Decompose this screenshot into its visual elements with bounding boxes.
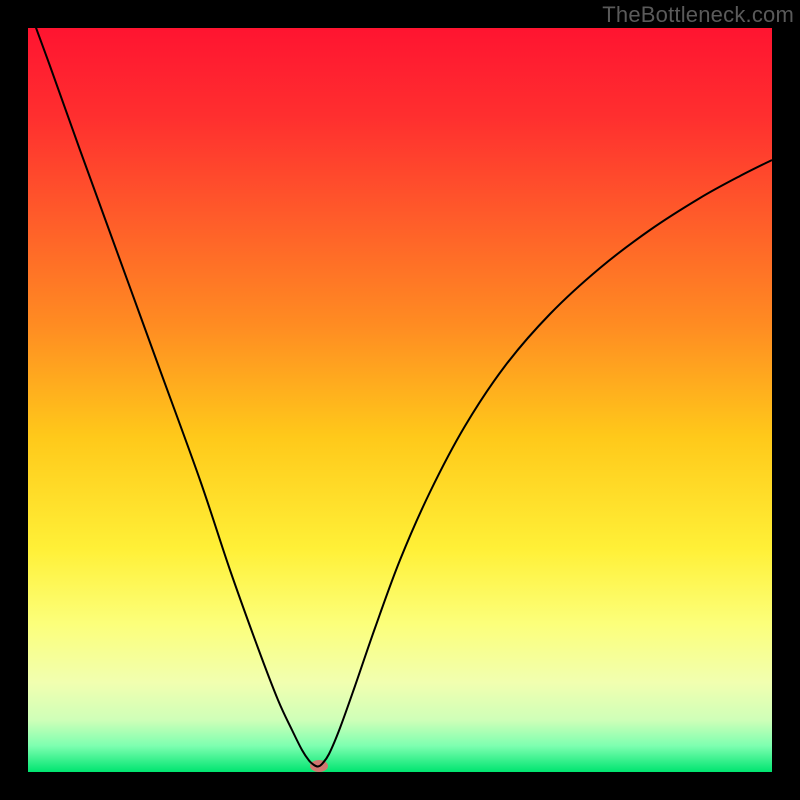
watermark-text: TheBottleneck.com xyxy=(602,2,794,28)
chart-canvas xyxy=(0,0,800,800)
plot-background-gradient xyxy=(28,28,772,772)
